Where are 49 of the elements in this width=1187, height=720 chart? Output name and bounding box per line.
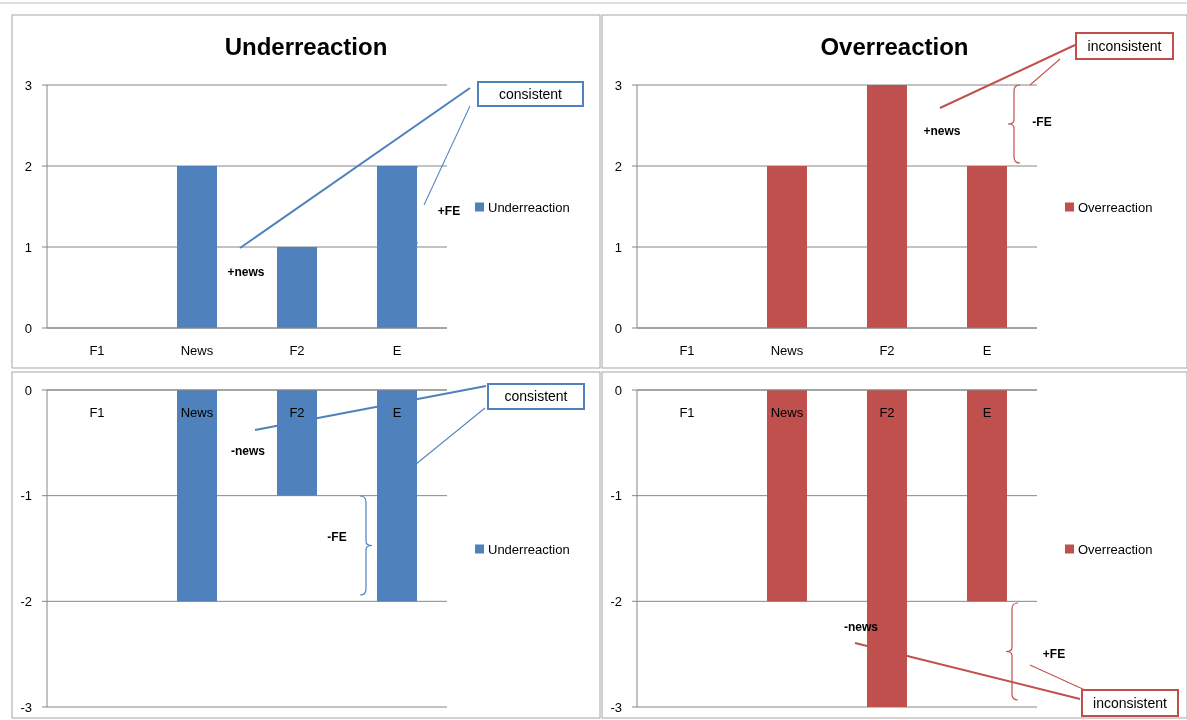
chart-title: Underreaction [224, 33, 388, 60]
x-tick-label: News [770, 404, 804, 420]
y-tick-label: 2 [24, 158, 32, 174]
x-tick-label: E [392, 404, 402, 420]
annotation: +FE [437, 204, 461, 219]
x-tick-label: F1 [679, 342, 695, 358]
legend-label: Underreaction [488, 542, 570, 558]
annotation: -news [230, 444, 266, 459]
x-tick-label: News [180, 342, 214, 358]
x-tick-label: News [180, 404, 214, 420]
y-tick-label: 0 [614, 382, 622, 398]
legend-label: Overreaction [1078, 542, 1153, 558]
x-tick-label: F2 [879, 404, 895, 420]
y-tick-label: -3 [610, 699, 622, 715]
y-tick-label: 3 [614, 77, 622, 93]
x-tick-label: F1 [89, 342, 105, 358]
annotation: +news [923, 124, 961, 139]
x-tick-label: E [982, 342, 992, 358]
text: inconsistent [1093, 694, 1168, 711]
y-tick-label: -1 [610, 488, 622, 504]
annotation: -FE [327, 530, 347, 545]
annotation: +news [227, 265, 265, 280]
annotation: -FE [1032, 115, 1052, 130]
x-tick-label: F2 [289, 342, 305, 358]
y-tick-label: -2 [20, 593, 32, 609]
text: consistent [498, 85, 563, 102]
x-tick-label: E [392, 342, 402, 358]
y-tick-label: 2 [614, 158, 622, 174]
x-tick-label: E [982, 404, 992, 420]
legend-label: Underreaction [488, 200, 570, 216]
x-tick-label: F1 [679, 404, 695, 420]
y-tick-label: 0 [614, 320, 622, 336]
y-tick-label: -2 [610, 593, 622, 609]
chart-title: Overreaction [820, 33, 969, 60]
y-tick-label: 0 [24, 382, 32, 398]
y-tick-label: 0 [24, 320, 32, 336]
x-tick-label: F1 [89, 404, 105, 420]
y-tick-label: -1 [20, 488, 32, 504]
y-tick-label: 1 [614, 239, 622, 255]
x-tick-label: F2 [289, 404, 305, 420]
text: consistent [504, 388, 568, 405]
x-tick-label: F2 [879, 342, 895, 358]
y-tick-label: 1 [24, 239, 32, 255]
legend-label: Overreaction [1078, 200, 1153, 216]
x-tick-label: News [770, 342, 804, 358]
text: +FE [1042, 647, 1066, 662]
y-tick-label: -3 [20, 699, 32, 715]
text: inconsistent [1087, 37, 1162, 54]
y-tick-label: 3 [24, 77, 32, 93]
